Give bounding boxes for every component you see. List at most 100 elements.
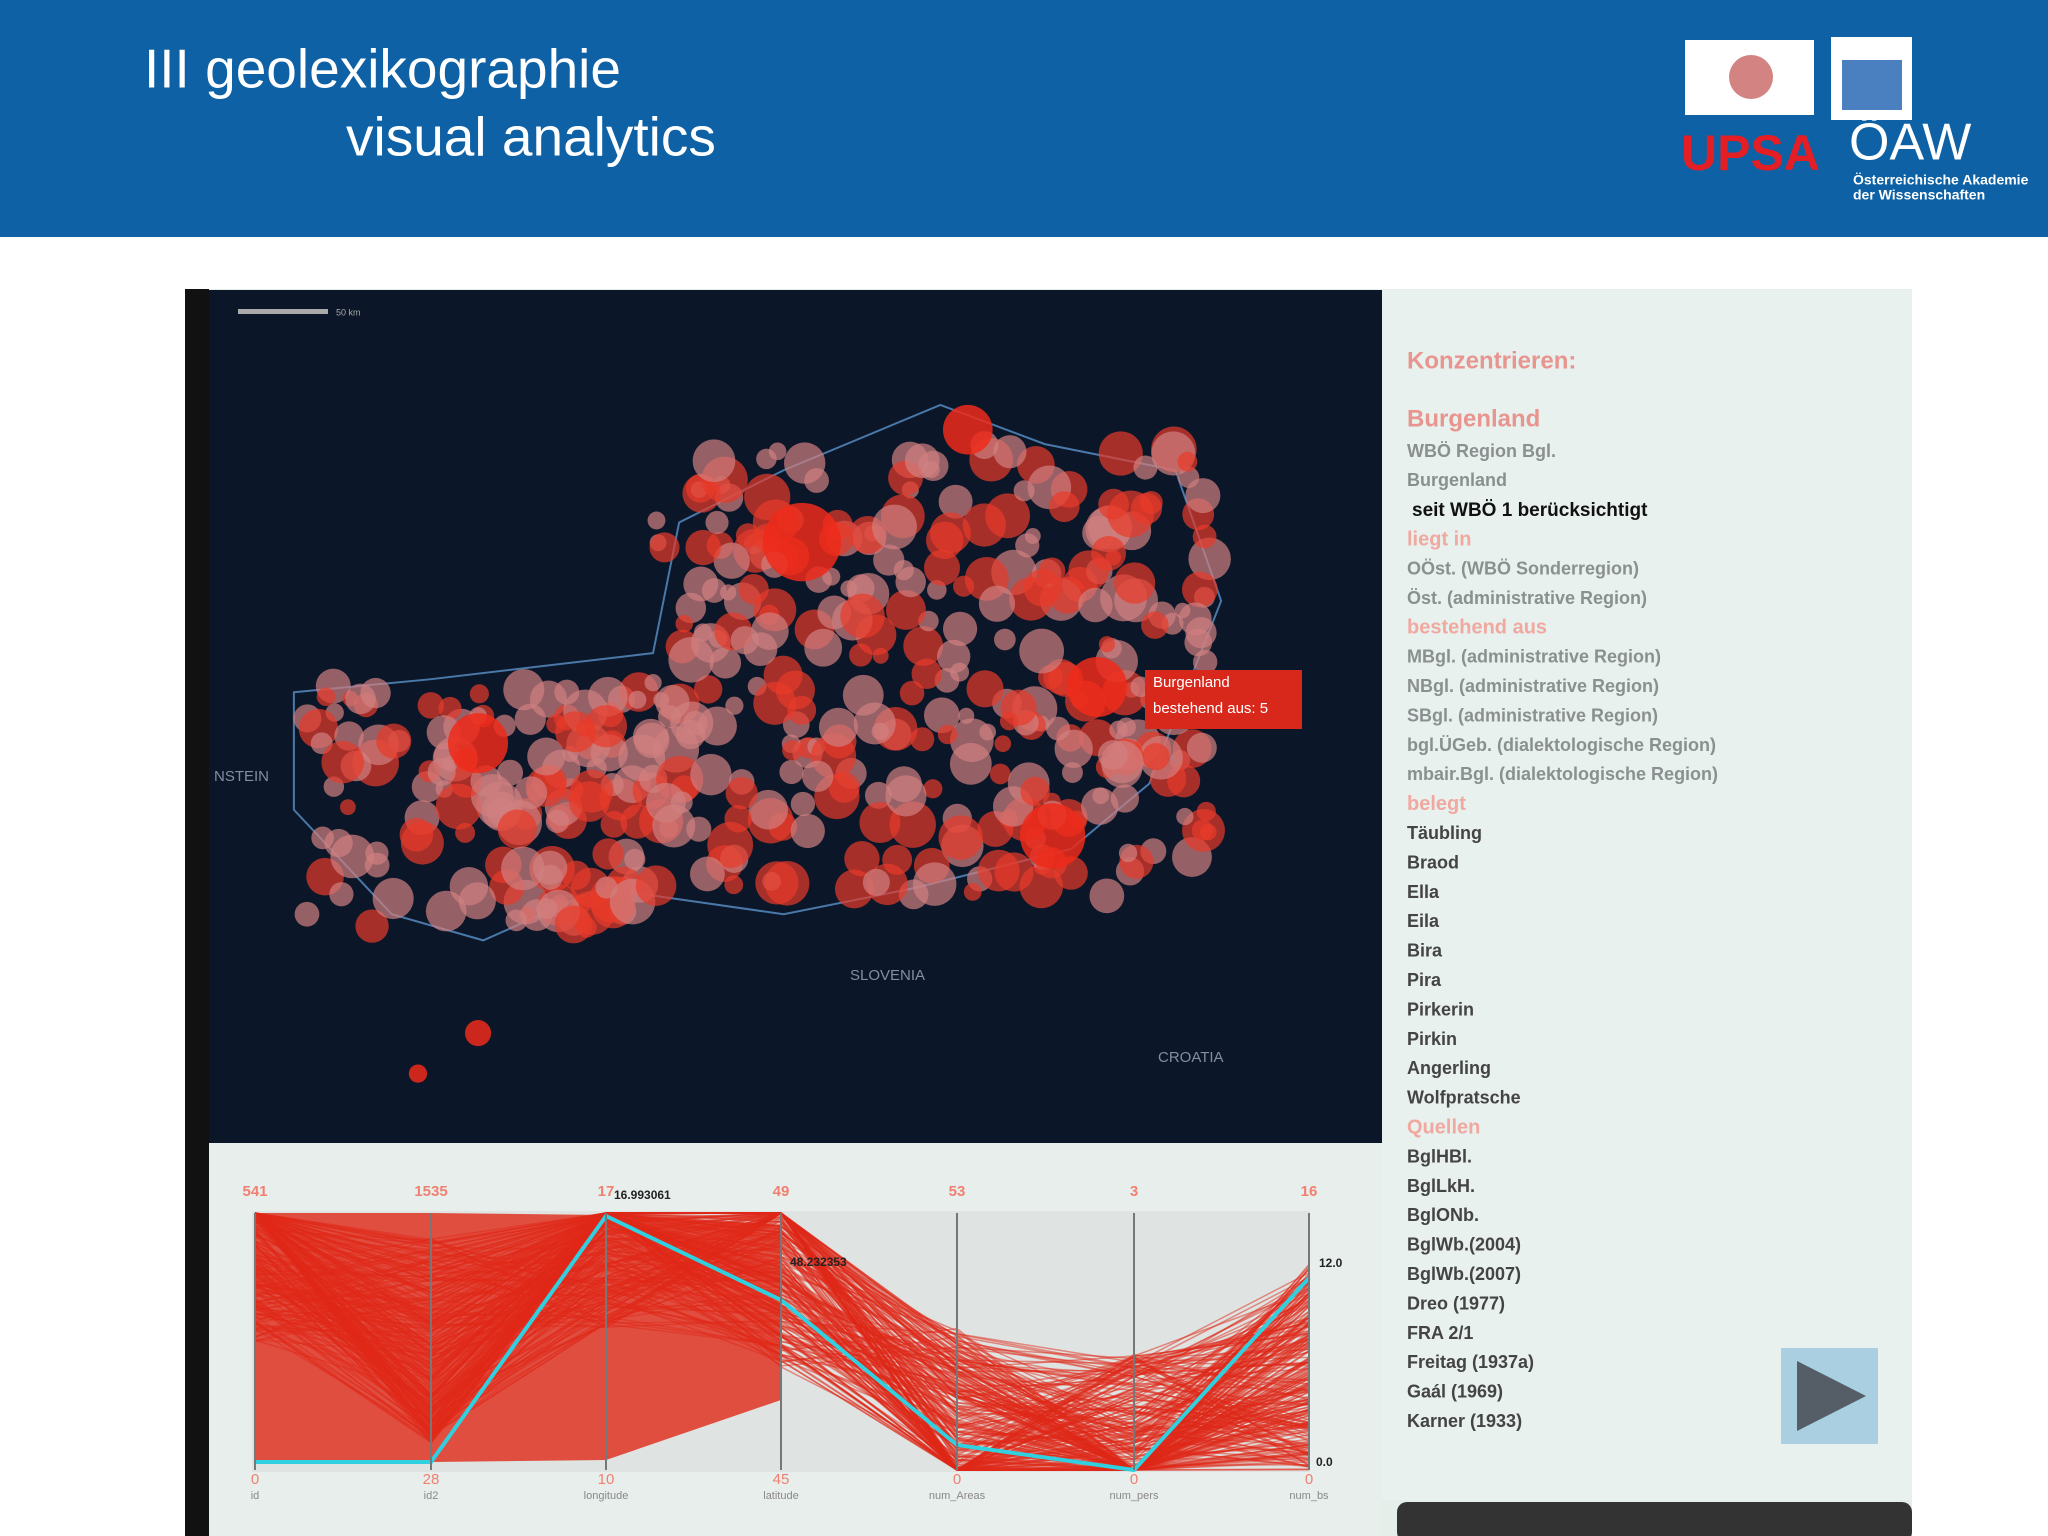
map-circle xyxy=(1024,528,1041,544)
map-circle xyxy=(1078,587,1113,623)
subtitle: visual analytics xyxy=(346,106,716,168)
sidebar-item: bestehend aus xyxy=(1407,617,1547,639)
logo-upsa: UPSA xyxy=(1681,125,1820,181)
map-circle xyxy=(1178,602,1212,636)
sidebar-item: mbair.Bgl. (dialektologische Region) xyxy=(1407,764,1718,784)
map-circle xyxy=(768,442,787,461)
pc-axis-name: num_bs xyxy=(1289,1490,1329,1502)
map-circle xyxy=(923,549,961,586)
map-circle xyxy=(1081,787,1119,825)
pc-axis-top: 16 xyxy=(1301,1183,1318,1200)
map-circle xyxy=(930,512,971,554)
map-circle xyxy=(1110,784,1140,813)
map-circle xyxy=(600,811,628,838)
sidebar-item: Ella xyxy=(1407,882,1440,902)
play-icon xyxy=(1797,1361,1866,1431)
pc-annotation: 48.232353 xyxy=(790,1255,847,1269)
logo-seal xyxy=(1729,55,1773,99)
sidebar-item: NBgl. (administrative Region) xyxy=(1407,676,1659,696)
sidebar-item: BglHBl. xyxy=(1407,1146,1472,1166)
pc-axis-top: 1535 xyxy=(414,1183,447,1200)
map-circle xyxy=(942,404,993,455)
map-circle xyxy=(802,760,834,792)
map-circle xyxy=(873,544,905,576)
map-circle xyxy=(994,628,1016,651)
map-circle xyxy=(755,861,799,905)
tooltip xyxy=(1145,670,1302,729)
map-circle xyxy=(514,703,546,735)
map-circle xyxy=(501,846,545,891)
map-circle xyxy=(725,696,744,715)
sidebar-item: Pirkerin xyxy=(1407,999,1474,1019)
map-circle xyxy=(844,841,880,877)
map-circle xyxy=(690,753,732,796)
sidebar: Konzentrieren: Burgenland WBÖ Region Bgl.… xyxy=(1407,347,1718,1431)
sidebar-item: BglWb.(2004) xyxy=(1407,1235,1521,1255)
pc-axis-top: 53 xyxy=(949,1183,966,1200)
logo-sub: Österreichische Akademie xyxy=(1853,172,2029,188)
map-circle xyxy=(692,439,736,483)
map-circle xyxy=(1142,742,1170,771)
map-circle xyxy=(329,882,354,907)
map-circle xyxy=(1176,807,1194,826)
map-circle xyxy=(958,707,975,724)
map-circle xyxy=(1020,803,1086,869)
map-circle xyxy=(458,882,496,920)
map-circle xyxy=(447,713,509,774)
map-label: CROATIA xyxy=(1158,1049,1224,1066)
map-circle xyxy=(804,468,829,493)
map-circle xyxy=(1199,823,1217,841)
map-circle xyxy=(1188,537,1231,581)
map-circle xyxy=(686,816,712,842)
sidebar-item: MBgl. (administrative Region) xyxy=(1407,647,1661,667)
pc-axis-name: id2 xyxy=(424,1490,439,1502)
map-circle xyxy=(707,822,754,868)
map-label: NSTEIN xyxy=(214,768,269,785)
map-circle xyxy=(738,574,769,605)
logo-building xyxy=(1842,60,1902,110)
pc-axis-bottom: 0 xyxy=(1130,1471,1138,1488)
map-circle xyxy=(689,856,725,892)
sidebar-item: bgl.ÜGeb. (dialektologische Region) xyxy=(1407,735,1716,755)
tooltip-text: bestehend aus: 5 xyxy=(1153,700,1268,717)
map-circle xyxy=(790,813,825,849)
sidebar-item: Dreo (1977) xyxy=(1407,1293,1505,1313)
map-circle xyxy=(938,484,973,519)
map-circle xyxy=(910,727,935,752)
pc-axis-bottom: 0 xyxy=(953,1471,961,1488)
map-circle xyxy=(751,612,789,651)
map-circle xyxy=(942,611,978,646)
map-circle xyxy=(840,593,885,639)
sidebar-item: belegt xyxy=(1407,793,1466,815)
map-circle xyxy=(400,821,444,865)
pc-axis-top: 3 xyxy=(1130,1183,1138,1200)
map-circle xyxy=(294,901,320,927)
map-circle xyxy=(923,697,960,734)
pc-axis-bottom: 28 xyxy=(423,1471,440,1488)
video-controls[interactable] xyxy=(1397,1502,1912,1536)
map-circle xyxy=(408,1064,428,1083)
logo-oaw: ÖAW xyxy=(1849,114,1971,172)
map-circle xyxy=(438,696,462,720)
map-circle xyxy=(675,614,694,633)
map-circle xyxy=(937,724,958,745)
map-circle xyxy=(962,503,1007,547)
map-circle xyxy=(505,909,528,932)
scale-bar xyxy=(238,309,328,314)
map-circle xyxy=(503,669,545,711)
map-circle xyxy=(497,809,537,849)
map-circle xyxy=(753,681,797,725)
pc-axis-bottom: 10 xyxy=(598,1471,615,1488)
map-circle xyxy=(1023,569,1062,607)
map-circle xyxy=(668,636,715,683)
map-circle xyxy=(324,828,353,858)
map-circle xyxy=(1141,611,1169,639)
pc-axis-top: 49 xyxy=(773,1183,790,1200)
map-circle xyxy=(950,662,970,682)
map-circle xyxy=(963,883,982,901)
map-circle xyxy=(624,848,646,870)
map-circle xyxy=(701,578,727,603)
map-circle xyxy=(903,626,944,666)
map-circle xyxy=(953,575,975,597)
map-circle xyxy=(713,542,750,579)
